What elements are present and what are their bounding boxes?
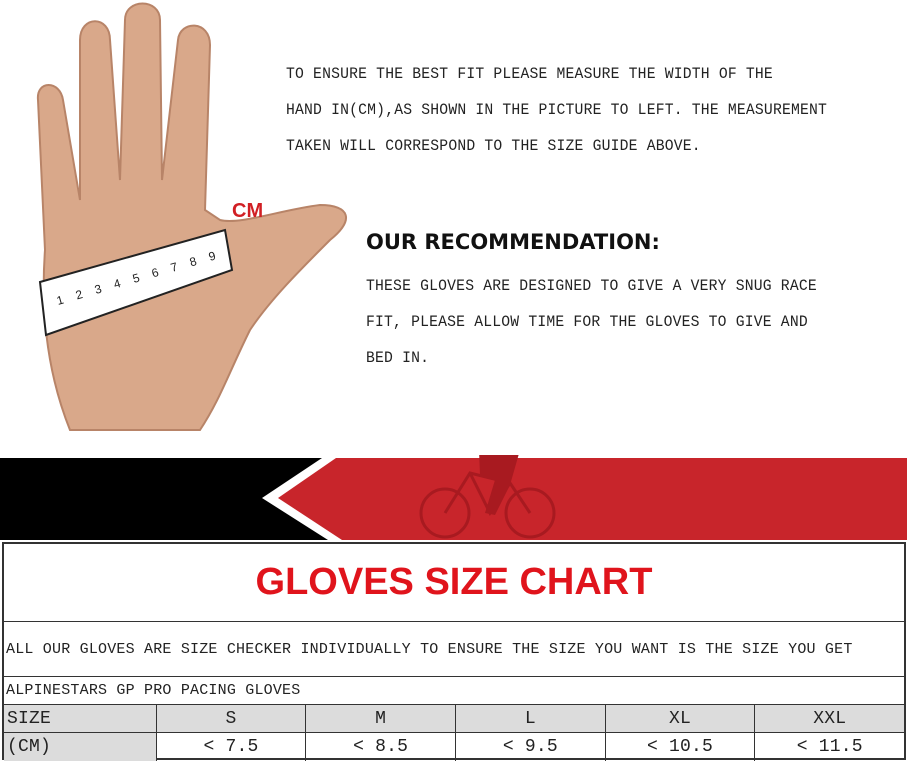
intro-line: TAKEN WILL CORRESPOND TO THE SIZE GUIDE …	[286, 137, 701, 155]
cm-row-label: (CM)	[4, 733, 157, 761]
measurement-instructions: TO ENSURE THE BEST FIT PLEASE MEASURE TH…	[286, 56, 856, 164]
size-cell: XL	[605, 705, 756, 732]
chart-note: ALL OUR GLOVES ARE SIZE CHECKER INDIVIDU…	[4, 622, 904, 677]
ruler-number: 7	[169, 259, 180, 274]
ruler-number: 9	[207, 248, 218, 263]
ruler-icon	[38, 228, 234, 337]
model-name: ALPINESTARS GP PRO PACING GLOVES	[4, 677, 904, 705]
ruler-number: 8	[188, 254, 199, 269]
cm-cell: < 10.5	[606, 733, 756, 761]
cm-cell: < 8.5	[306, 733, 457, 761]
recommendation-title: OUR RECOMMENDATION:	[366, 230, 660, 254]
cm-cell: < 9.5	[456, 733, 606, 761]
cm-cell: < 11.5	[796, 737, 863, 757]
ruler-number: 4	[112, 276, 123, 291]
cm-cell: < 7.5	[157, 733, 307, 761]
intro-line: TO ENSURE THE BEST FIT PLEASE MEASURE TH…	[286, 65, 773, 83]
ruler-number: 5	[131, 270, 142, 285]
ruler-number: 6	[150, 265, 161, 280]
size-cell: XXL	[755, 705, 905, 732]
cm-row: (CM) < 7.5 < 8.5 < 9.5 < 10.5 < 11.5	[4, 733, 904, 761]
intro-line: HAND IN(CM),AS SHOWN IN THE PICTURE TO L…	[286, 101, 828, 119]
rec-line: FIT, PLEASE ALLOW TIME FOR THE GLOVES TO…	[366, 313, 808, 331]
ruler-number: 1	[55, 292, 66, 307]
size-cell: M	[306, 705, 457, 732]
rec-line: THESE GLOVES ARE DESIGNED TO GIVE A VERY…	[366, 277, 817, 295]
recommendation-text: THESE GLOVES ARE DESIGNED TO GIVE A VERY…	[366, 268, 863, 376]
size-label: SIZE	[4, 705, 157, 732]
size-cell: S	[156, 705, 307, 732]
ruler-number: 3	[93, 281, 104, 296]
cm-label: CM	[232, 200, 264, 222]
size-chart-table: GLOVES SIZE CHART ALL OUR GLOVES ARE SIZ…	[2, 542, 906, 761]
size-row: SIZE S M L XL XXL	[4, 705, 905, 733]
chart-title: GLOVES SIZE CHART	[4, 544, 904, 622]
size-cell: L	[456, 705, 606, 732]
ruler-number: 2	[74, 287, 85, 302]
rec-line: BED IN.	[366, 349, 430, 367]
banner-graphic	[0, 455, 907, 540]
